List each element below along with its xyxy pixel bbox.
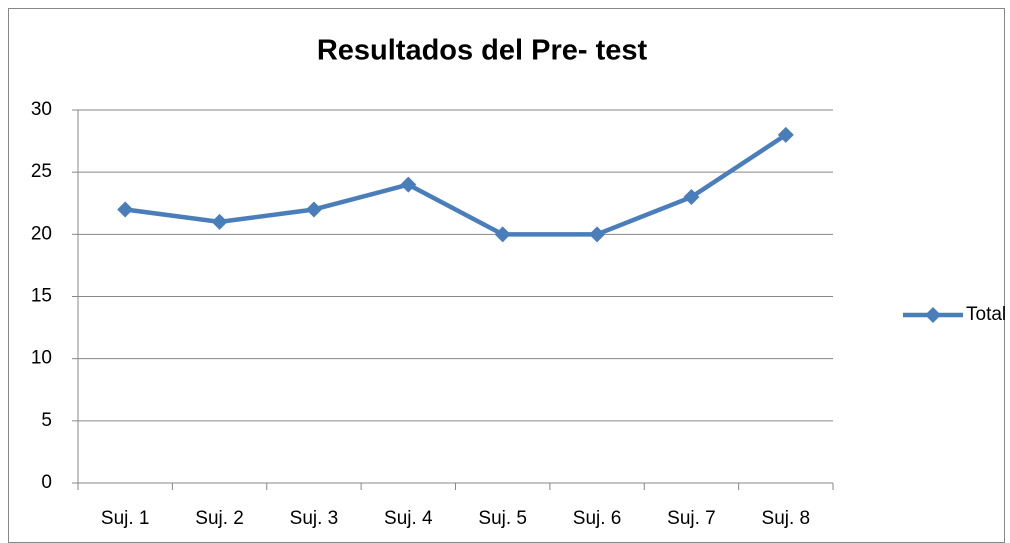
y-tick-label: 5 xyxy=(41,410,52,431)
marker xyxy=(683,189,700,206)
x-tick-label: Suj. 7 xyxy=(667,508,716,529)
x-tick-label: Suj. 8 xyxy=(762,508,811,529)
line xyxy=(124,132,788,237)
y-tick-label: 20 xyxy=(31,223,52,244)
x-tick-label: Suj. 5 xyxy=(478,508,527,529)
marker xyxy=(117,201,134,218)
y-tick-label: 25 xyxy=(31,161,52,182)
marker xyxy=(305,201,322,218)
marker xyxy=(211,213,228,230)
marker xyxy=(589,226,606,243)
y-tick-label: 30 xyxy=(31,99,52,120)
marker xyxy=(494,226,511,243)
x-tick-label: Suj. 2 xyxy=(195,508,244,529)
y-tick-label: 10 xyxy=(31,348,52,369)
x-tick-label: Suj. 4 xyxy=(384,508,433,529)
marker xyxy=(400,176,417,193)
chart-border xyxy=(8,8,1005,543)
legend-label: Total xyxy=(966,304,1006,325)
y-tick-label: 15 xyxy=(31,286,52,307)
x-tick-label: Suj. 6 xyxy=(573,508,622,529)
y-tick-label: 0 xyxy=(41,472,52,493)
chart-title: Resultados del Pre- test xyxy=(317,35,648,67)
x-tick-label: Suj. 3 xyxy=(290,508,339,529)
x-tick-label: Suj. 1 xyxy=(101,508,150,529)
marker xyxy=(777,126,794,143)
legend-marker xyxy=(925,307,941,323)
